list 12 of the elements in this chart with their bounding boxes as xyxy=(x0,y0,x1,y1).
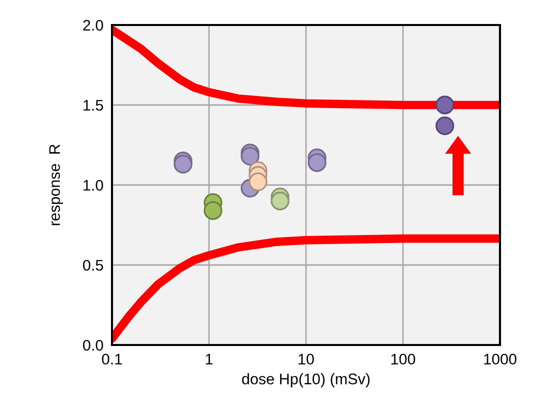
y-tick-label: 0.5 xyxy=(83,260,104,271)
y-tick-label: 2.0 xyxy=(83,20,104,31)
x-tick-label: 1000 xyxy=(484,354,516,365)
y-tick-label: 1.5 xyxy=(84,100,104,111)
x-tick-label: 0.1 xyxy=(102,354,122,365)
x-tick-label: 10 xyxy=(298,354,314,365)
x-tick-label: 1 xyxy=(206,354,213,364)
x-axis-title: dose Hp(10) (mSv) xyxy=(242,373,370,388)
x-tick-label: 100 xyxy=(391,354,416,365)
y-axis-title: response R xyxy=(49,144,63,226)
y-tick-label: 1.0 xyxy=(84,180,104,191)
y-tick-label: 0.0 xyxy=(83,340,104,351)
